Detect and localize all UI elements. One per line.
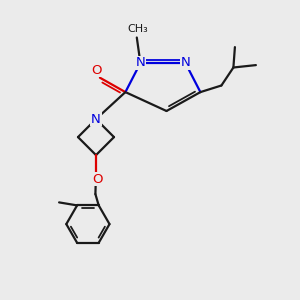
Text: N: N xyxy=(91,112,101,126)
Text: O: O xyxy=(92,64,102,77)
Text: CH₃: CH₃ xyxy=(127,23,148,34)
Text: N: N xyxy=(181,56,190,70)
Text: N: N xyxy=(136,56,145,70)
Text: O: O xyxy=(92,172,103,186)
